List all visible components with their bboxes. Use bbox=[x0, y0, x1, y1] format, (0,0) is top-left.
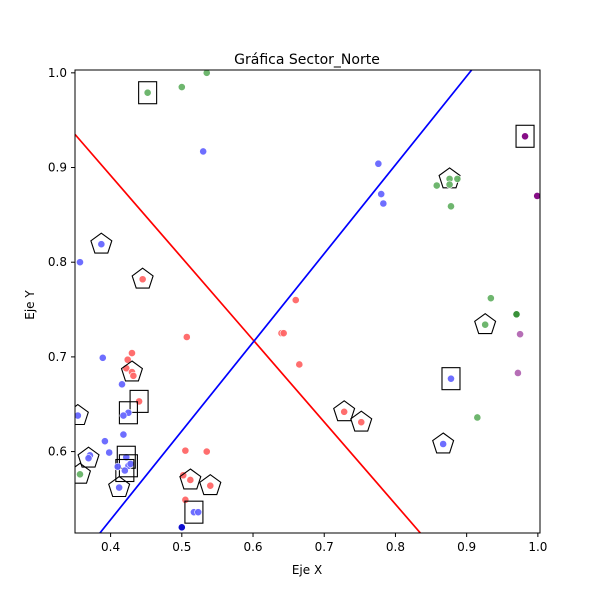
x-tick-label: 1.0 bbox=[528, 540, 547, 554]
data-point bbox=[199, 147, 208, 156]
pentagon-marker bbox=[474, 313, 497, 335]
plot-content bbox=[75, 70, 540, 533]
pentagon-marker bbox=[77, 446, 100, 468]
data-point bbox=[486, 294, 495, 303]
pentagon-marker bbox=[131, 267, 154, 289]
data-point bbox=[76, 470, 84, 479]
data-point bbox=[340, 407, 349, 416]
data-point bbox=[105, 448, 114, 457]
data-point bbox=[138, 275, 147, 284]
pentagon-marker bbox=[350, 410, 373, 432]
data-point bbox=[481, 320, 490, 329]
data-point bbox=[120, 466, 129, 475]
y-tick-label: 0.7 bbox=[48, 350, 67, 364]
data-point bbox=[194, 508, 203, 517]
y-tick-label: 0.8 bbox=[48, 255, 67, 269]
data-point bbox=[432, 181, 441, 190]
x-axis-label: Eje X bbox=[292, 563, 322, 577]
square-marker bbox=[118, 401, 138, 425]
y-tick-label: 1.0 bbox=[48, 66, 67, 80]
data-point bbox=[98, 353, 107, 362]
x-tick-label: 0.9 bbox=[457, 540, 476, 554]
data-point bbox=[447, 202, 455, 211]
pentagon-marker bbox=[75, 462, 92, 484]
square-marker bbox=[441, 367, 461, 391]
data-point bbox=[295, 360, 304, 369]
pentagon-marker bbox=[75, 403, 89, 426]
data-point bbox=[115, 483, 124, 492]
data-point bbox=[186, 476, 195, 484]
data-point bbox=[76, 258, 84, 267]
pentagon-marker bbox=[333, 400, 356, 422]
square-marker bbox=[138, 81, 158, 105]
y-tick-label: 0.6 bbox=[48, 445, 67, 459]
pentagon-marker bbox=[120, 360, 144, 382]
data-point bbox=[202, 70, 211, 77]
x-tick-label: 0.7 bbox=[315, 540, 334, 554]
pentagon-marker bbox=[199, 474, 222, 496]
data-point bbox=[206, 481, 215, 490]
y-axis-ticks: 0.6 0.7 0.8 0.9 1.0 bbox=[48, 66, 75, 459]
data-point bbox=[279, 329, 288, 338]
data-point bbox=[101, 437, 109, 446]
data-point bbox=[181, 446, 190, 455]
data-point bbox=[512, 310, 521, 319]
data-point bbox=[516, 330, 524, 339]
pentagon-marker bbox=[432, 432, 455, 454]
data-point bbox=[357, 418, 366, 427]
data-point bbox=[113, 462, 122, 471]
chart-title: Gráfica Sector_Norte bbox=[234, 52, 380, 68]
data-point bbox=[177, 83, 186, 91]
x-tick-label: 0.8 bbox=[386, 540, 405, 554]
data-point bbox=[128, 349, 136, 358]
data-point bbox=[97, 240, 106, 249]
data-point bbox=[439, 440, 448, 448]
square-marker bbox=[115, 458, 135, 483]
plot-frame bbox=[74, 69, 541, 534]
square-marker bbox=[515, 124, 535, 148]
square-marker bbox=[184, 500, 204, 524]
data-point bbox=[533, 192, 540, 200]
pentagon-marker bbox=[179, 468, 202, 490]
data-point bbox=[143, 88, 152, 97]
data-point bbox=[379, 199, 388, 208]
x-tick-label: 0.4 bbox=[101, 540, 120, 554]
data-point bbox=[129, 371, 138, 380]
decision-line-2 bbox=[99, 70, 473, 533]
data-point bbox=[119, 411, 128, 420]
x-axis-ticks: 0.4 0.5 0.6 0.7 0.8 0.9 1.0 bbox=[101, 533, 547, 554]
data-point bbox=[182, 333, 191, 341]
data-point bbox=[119, 430, 128, 439]
data-point bbox=[374, 159, 383, 168]
pentagon-marker bbox=[108, 475, 131, 498]
data-point bbox=[75, 411, 82, 420]
data-point bbox=[123, 355, 132, 364]
x-tick-label: 0.6 bbox=[243, 540, 262, 554]
data-point bbox=[521, 132, 529, 141]
data-point bbox=[118, 380, 126, 389]
data-point bbox=[453, 174, 462, 183]
data-point bbox=[126, 459, 135, 468]
data-point bbox=[445, 180, 454, 189]
data-point bbox=[473, 413, 482, 422]
data-point bbox=[177, 523, 186, 532]
data-point bbox=[447, 374, 455, 383]
data-point bbox=[514, 369, 522, 377]
data-point bbox=[291, 296, 300, 304]
data-point bbox=[202, 447, 211, 456]
decision-line-1 bbox=[75, 133, 422, 533]
y-tick-label: 0.9 bbox=[48, 161, 67, 175]
data-point bbox=[84, 454, 93, 463]
x-tick-label: 0.5 bbox=[172, 540, 191, 554]
data-point bbox=[377, 190, 386, 198]
y-axis-label: Eje Y bbox=[23, 290, 37, 320]
plot-area bbox=[74, 69, 541, 534]
pentagon-marker bbox=[90, 232, 113, 254]
